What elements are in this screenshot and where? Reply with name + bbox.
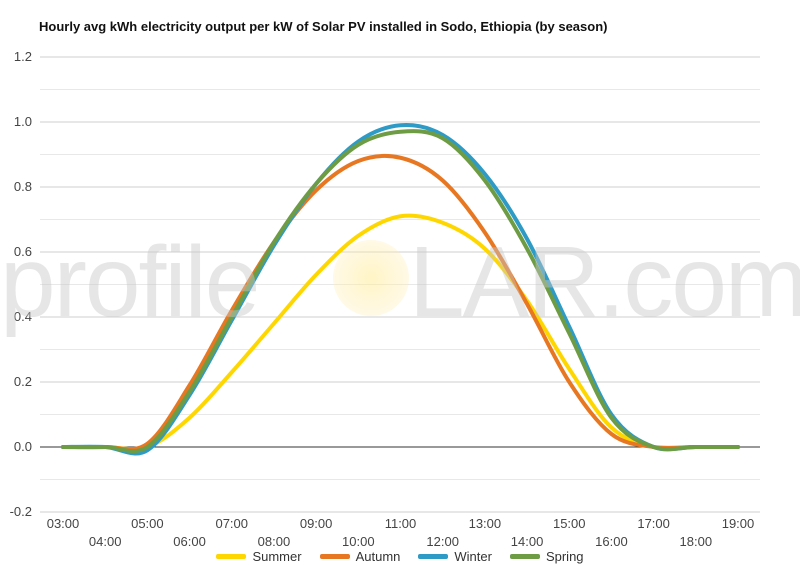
legend-label: Winter bbox=[454, 549, 492, 564]
y-tick-label: 1.0 bbox=[14, 114, 32, 129]
x-tick-label: 07:00 bbox=[215, 516, 248, 531]
legend-item-summer[interactable]: Summer bbox=[216, 549, 302, 564]
x-tick-label: 03:00 bbox=[47, 516, 80, 531]
y-tick-label: -0.2 bbox=[10, 504, 32, 519]
series-line-winter bbox=[61, 123, 740, 456]
legend-label: Spring bbox=[545, 549, 584, 564]
x-tick-label: 13:00 bbox=[469, 516, 502, 531]
x-tick-label: 06:00 bbox=[173, 534, 206, 549]
y-tick-label: 0.8 bbox=[14, 179, 32, 194]
x-tick-label: 12:00 bbox=[426, 534, 459, 549]
series-line-autumn bbox=[61, 153, 740, 452]
legend-item-spring[interactable]: Spring bbox=[509, 549, 584, 564]
x-tick-label: 11:00 bbox=[385, 516, 417, 531]
legend-swatch bbox=[418, 554, 449, 559]
x-tick-label: 18:00 bbox=[680, 534, 713, 549]
x-tick-label: 17:00 bbox=[637, 516, 670, 531]
gridlines bbox=[40, 56, 760, 513]
legend-label: Summer bbox=[252, 549, 302, 564]
y-tick-label: 0.4 bbox=[14, 309, 32, 324]
x-tick-label: 08:00 bbox=[258, 534, 291, 549]
series-line-summer bbox=[61, 213, 740, 452]
y-tick-label: 0.0 bbox=[14, 439, 32, 454]
legend-swatch bbox=[319, 554, 350, 559]
x-tick-label: 05:00 bbox=[131, 516, 164, 531]
x-tick-label: 04:00 bbox=[89, 534, 122, 549]
legend-item-autumn[interactable]: Autumn bbox=[319, 549, 401, 564]
legend-swatch bbox=[509, 554, 540, 559]
y-tick-label: 0.2 bbox=[14, 374, 32, 389]
x-tick-label: 15:00 bbox=[553, 516, 586, 531]
x-tick-label: 10:00 bbox=[342, 534, 375, 549]
chart-title: Hourly avg kWh electricity output per kW… bbox=[39, 19, 608, 34]
legend-swatch bbox=[216, 554, 247, 559]
x-tick-label: 16:00 bbox=[595, 534, 628, 549]
y-tick-label: 0.6 bbox=[14, 244, 32, 259]
x-tick-label: 19:00 bbox=[722, 516, 755, 531]
x-tick-label: 14:00 bbox=[511, 534, 544, 549]
y-tick-label: 1.2 bbox=[14, 49, 32, 64]
x-tick-label: 09:00 bbox=[300, 516, 333, 531]
legend-label: Autumn bbox=[355, 549, 401, 564]
series-line-spring bbox=[61, 129, 740, 454]
chart-legend: Summer Autumn Winter Spring bbox=[0, 549, 800, 564]
legend-item-winter[interactable]: Winter bbox=[418, 549, 492, 564]
